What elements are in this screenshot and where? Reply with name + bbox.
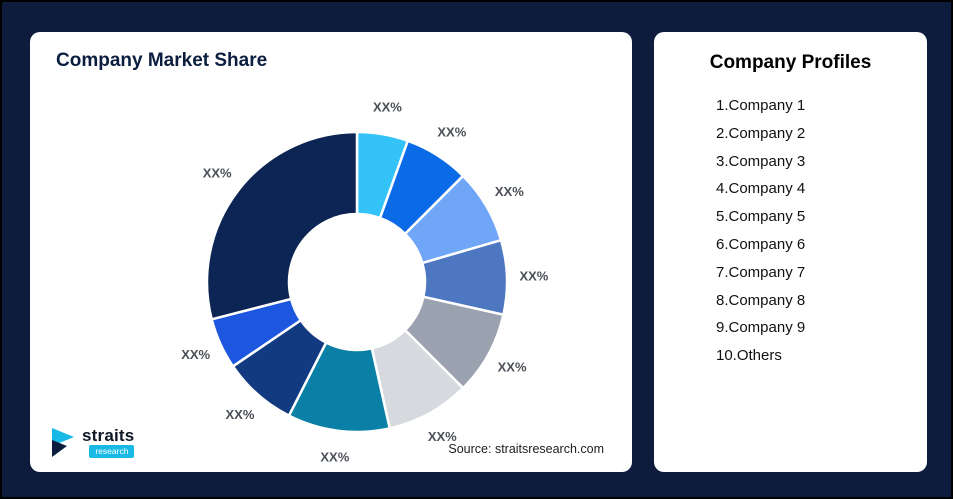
profile-item-8: 8.Company 8 [716,291,806,309]
profiles-list: 1.Company 1 2.Company 2 3.Company 3 4.Co… [654,92,927,370]
profile-item-2: 2.Company 2 [716,124,806,142]
slice-label-8: XX% [225,407,254,422]
straits-arrow-icon [52,427,74,457]
slice-label-7: XX% [320,450,349,465]
profile-item-1: 1.Company 1 [716,97,806,114]
company-profiles-card: Company Profiles 1.Company 1 2.Company 2… [654,32,927,472]
market-share-card: Company Market Share XX% XX% XX% XX% XX% XX% X… [30,32,632,472]
slice-label-3: XX% [495,184,524,199]
logo-subtitle: research [89,445,135,458]
donut-chart: XX% XX% XX% XX% XX% XX% XX% XX% XX% XX% [181,100,549,465]
profiles-title: Company Profiles [709,52,872,73]
chart-title: Company Market Share [56,50,268,71]
slice-label-2: XX% [437,125,466,140]
profile-item-10: 10.Others [716,347,782,365]
donut-slice-10 [205,130,359,321]
logo-text-block: straits research [82,426,135,458]
source-attribution: Source: straitsresearch.com [448,442,604,456]
straits-research-logo: straits research [50,426,135,458]
slice-label-10: XX% [203,166,232,181]
profile-item-4: 4.Company 4 [716,180,806,198]
profile-item-5: 5.Company 5 [716,208,806,226]
slice-label-6: XX% [428,429,457,444]
slice-label-5: XX% [498,359,527,374]
slice-label-1: XX% [373,100,402,115]
logo-name: straits [82,426,135,445]
slice-label-4: XX% [519,268,548,283]
profile-item-9: 9.Company 9 [716,319,806,337]
slice-label-9: XX% [181,347,210,362]
profile-item-3: 3.Company 3 [716,152,806,170]
profile-item-6: 6.Company 6 [716,235,806,253]
profile-item-7: 7.Company 7 [716,263,806,281]
